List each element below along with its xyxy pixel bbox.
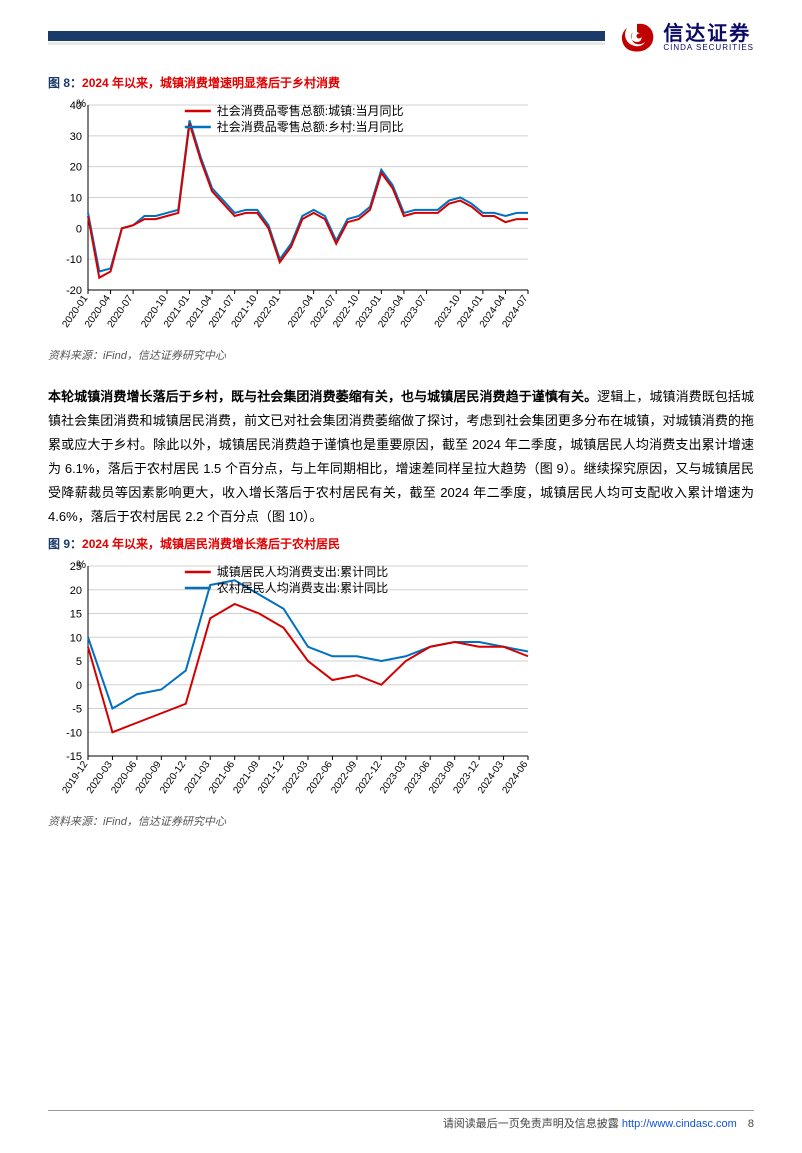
header-bar: 信达证券 CINDA SECURITIES	[48, 20, 754, 56]
footer-link[interactable]: http://www.cindasc.com	[622, 1118, 737, 1130]
svg-text:%: %	[76, 98, 86, 110]
svg-text:-10: -10	[66, 728, 82, 740]
svg-text:10: 10	[70, 633, 82, 645]
svg-text:-10: -10	[66, 254, 82, 266]
svg-text:30: 30	[70, 131, 82, 143]
logo-swirl-icon	[617, 20, 657, 56]
logo-en: CINDA SECURITIES	[663, 44, 754, 52]
page-number: 8	[748, 1118, 754, 1130]
svg-text:2024-06: 2024-06	[500, 759, 530, 796]
svg-text:5: 5	[76, 656, 82, 668]
figure-9-label: 图 9：	[48, 537, 82, 551]
figure-9-title: 图 9：2024 年以来，城镇居民消费增长落后于农村居民	[48, 535, 754, 552]
figure-8-label: 图 8：	[48, 76, 82, 90]
svg-text:15: 15	[70, 609, 82, 621]
footer-disclaimer: 请阅读最后一页免责声明及信息披露	[443, 1118, 619, 1130]
page-footer: 请阅读最后一页免责声明及信息披露 http://www.cindasc.com …	[48, 1110, 754, 1131]
figure-9-desc: 2024 年以来，城镇居民消费增长落后于农村居民	[82, 537, 340, 551]
svg-text:20: 20	[70, 162, 82, 174]
svg-text:0: 0	[76, 223, 82, 235]
page-root: 信达证券 CINDA SECURITIES 图 8：2024 年以来，城镇消费增…	[0, 20, 802, 1153]
svg-text:社会消费品零售总额:城镇:当月同比: 社会消费品零售总额:城镇:当月同比	[217, 103, 404, 118]
figure-8-source: 资料来源：iFind，信达证券研究中心	[48, 347, 754, 363]
svg-text:农村居民人均消费支出:累计同比: 农村居民人均消费支出:累计同比	[217, 581, 388, 595]
figure-8-block: 图 8：2024 年以来，城镇消费增速明显落后于乡村消费 -20-1001020…	[48, 74, 754, 363]
header-stripe	[48, 31, 605, 45]
body-paragraph: 本轮城镇消费增长落后于乡村，既与社会集团消费萎缩有关，也与城镇居民消费趋于谨慎有…	[48, 385, 754, 529]
svg-text:-5: -5	[72, 704, 82, 716]
svg-text:20: 20	[70, 585, 82, 597]
paragraph-body: 逻辑上，城镇消费既包括城镇社会集团消费和城镇居民消费，前文已对社会集团消费萎缩做…	[48, 389, 754, 524]
company-logo: 信达证券 CINDA SECURITIES	[617, 20, 754, 56]
paragraph-lead: 本轮城镇消费增长落后于乡村，既与社会集团消费萎缩有关，也与城镇居民消费趋于谨慎有…	[48, 389, 597, 404]
figure-8-title: 图 8：2024 年以来，城镇消费增速明显落后于乡村消费	[48, 74, 754, 91]
svg-text:0: 0	[76, 680, 82, 692]
figure-9-source: 资料来源：iFind，信达证券研究中心	[48, 813, 754, 829]
svg-text:城镇居民人均消费支出:累计同比: 城镇居民人均消费支出:累计同比	[217, 565, 388, 579]
svg-text:%: %	[76, 559, 86, 571]
figure-8-chart: -20-10010203040%2020-012020-042020-07202…	[48, 95, 754, 345]
figure-8-desc: 2024 年以来，城镇消费增速明显落后于乡村消费	[82, 76, 340, 90]
svg-text:社会消费品零售总额:乡村:当月同比: 社会消费品零售总额:乡村:当月同比	[217, 119, 404, 134]
figure-9-block: 图 9：2024 年以来，城镇居民消费增长落后于农村居民 -15-10-5051…	[48, 535, 754, 829]
figure-9-chart: -15-10-50510152025%2019-122020-032020-06…	[48, 556, 754, 811]
logo-text: 信达证券 CINDA SECURITIES	[663, 24, 754, 52]
svg-text:10: 10	[70, 193, 82, 205]
logo-cn: 信达证券	[663, 24, 754, 44]
